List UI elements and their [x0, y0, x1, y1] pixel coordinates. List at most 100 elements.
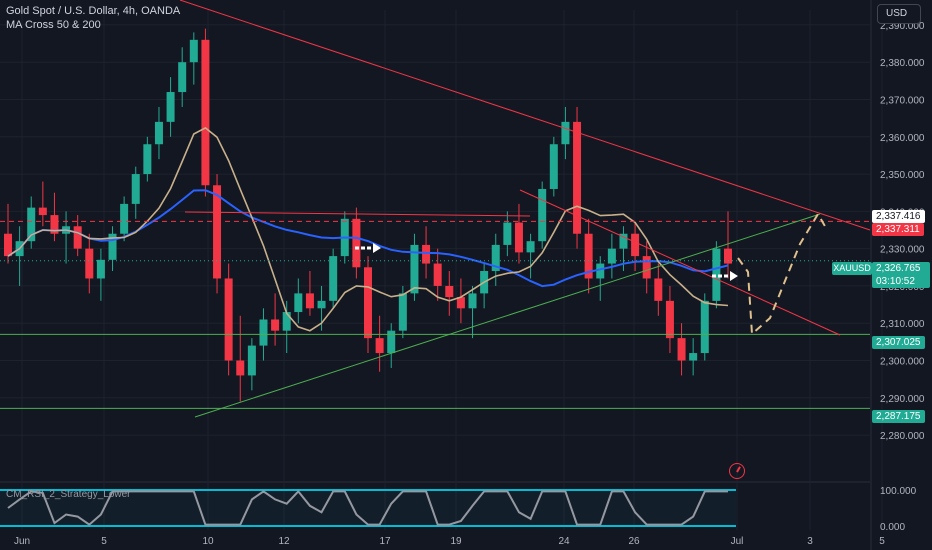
candle-body [514, 222, 523, 253]
level-top-tag: 2,337.416 [872, 210, 925, 223]
candle-body [201, 39, 210, 186]
level-red-tag: 2,337.311 [872, 223, 924, 236]
downtrend-line-2 [519, 189, 841, 336]
candle-body [445, 285, 454, 298]
candle-body [364, 267, 372, 339]
arrow-head [373, 243, 381, 253]
candle-body [85, 248, 94, 279]
candle-body [247, 345, 256, 376]
candle-body [422, 244, 431, 264]
rsi-line [7, 489, 728, 526]
candle-body [724, 248, 732, 264]
y-tick-label: 2,350.000 [880, 170, 925, 181]
last-price-tag: 2,326.765 03:10:52 [872, 262, 930, 288]
arrow-head [730, 271, 738, 281]
x-tick-label: 12 [278, 536, 290, 547]
candle-body [294, 293, 303, 313]
candle-body [154, 121, 163, 145]
x-tick-label: 19 [450, 536, 462, 547]
candle-body [665, 300, 674, 339]
projection-path [737, 212, 827, 337]
candle-body [213, 185, 222, 279]
rsi-indicator-label[interactable]: CM_RSI_2_Strategy_Lower [6, 489, 131, 500]
y-tick-label: 2,290.000 [880, 394, 925, 405]
symbol-badge: XAUUSD [832, 262, 872, 275]
x-tick-label: 5 [101, 536, 107, 547]
rsi-tick-label: 100.000 [880, 486, 917, 497]
y-tick-label: 2,300.000 [880, 357, 925, 368]
rsi-tick-label: 0.000 [880, 522, 905, 533]
candle-body [619, 233, 628, 249]
candle-body [236, 360, 245, 376]
candle-body [259, 319, 268, 346]
candle-body [178, 62, 187, 93]
candle-body [549, 144, 558, 189]
y-tick-label: 2,280.000 [880, 431, 925, 442]
candle-body [561, 121, 570, 145]
x-tick-label: 17 [379, 536, 391, 547]
candle-body [317, 300, 326, 309]
symbol-title[interactable]: Gold Spot / U.S. Dollar, 4h, OANDA [6, 5, 181, 17]
candle-body [491, 244, 500, 272]
candle-body [271, 319, 280, 331]
candle-body [538, 188, 547, 242]
candle-body [131, 174, 140, 204]
candlestick-series [4, 28, 732, 402]
x-tick-label: Jun [14, 536, 30, 547]
candle-body [398, 293, 407, 331]
candle-body [73, 226, 82, 249]
candle-body [27, 207, 36, 242]
x-tick-label: 5 [879, 536, 885, 547]
candle-body [456, 297, 465, 309]
support1-tag: 2,307.025 [872, 336, 925, 349]
candle-body [352, 218, 361, 268]
candle-body [677, 338, 686, 361]
downtrend-line [179, 0, 871, 231]
rsi-band [0, 490, 736, 526]
y-tick-label: 2,390.000 [880, 21, 925, 32]
candle-body [654, 278, 663, 301]
candle-body [282, 312, 291, 331]
x-tick-label: 10 [202, 536, 214, 547]
candle-body [607, 248, 616, 264]
candle-body [120, 203, 129, 234]
candle-body [38, 207, 47, 216]
candle-body [712, 248, 721, 301]
countdown: 03:10:52 [876, 276, 915, 287]
y-tick-label: 2,330.000 [880, 245, 925, 256]
candle-body [700, 300, 709, 354]
candle-body [468, 293, 477, 309]
x-tick-label: 26 [628, 536, 640, 547]
candle-body [375, 338, 384, 354]
candle-body [96, 259, 105, 279]
candle-body [108, 233, 117, 260]
x-tick-label: 24 [558, 536, 570, 547]
currency-button[interactable]: USD [877, 4, 921, 24]
candle-body [410, 244, 419, 294]
y-tick-label: 2,310.000 [880, 319, 925, 330]
horizontal-trendline [184, 211, 531, 217]
candle-body [166, 92, 175, 122]
candle-body [4, 233, 12, 257]
ma-50-line [7, 126, 729, 332]
candle-body [305, 293, 314, 309]
x-tick-label: Jul [731, 536, 744, 547]
candle-body [596, 263, 605, 279]
candle-body [387, 330, 396, 354]
candle-body [584, 233, 593, 279]
last-price: 2,326.765 [876, 263, 921, 274]
x-axis-labels: Jun 5 10 12 17 19 24 26 Jul 3 5 [14, 536, 885, 547]
candle-body [189, 39, 198, 63]
y-tick-label: 2,370.000 [880, 95, 925, 106]
candle-body [631, 233, 640, 257]
x-tick-label: 3 [807, 536, 813, 547]
support2-tag: 2,287.175 [872, 410, 925, 423]
candle-body [642, 256, 651, 279]
candle-body [224, 278, 233, 361]
candle-body [503, 222, 512, 245]
candle-body [50, 215, 59, 234]
indicator-title[interactable]: MA Cross 50 & 200 [6, 19, 101, 31]
y-tick-label: 2,380.000 [880, 58, 925, 69]
clock-icon[interactable] [729, 463, 745, 479]
